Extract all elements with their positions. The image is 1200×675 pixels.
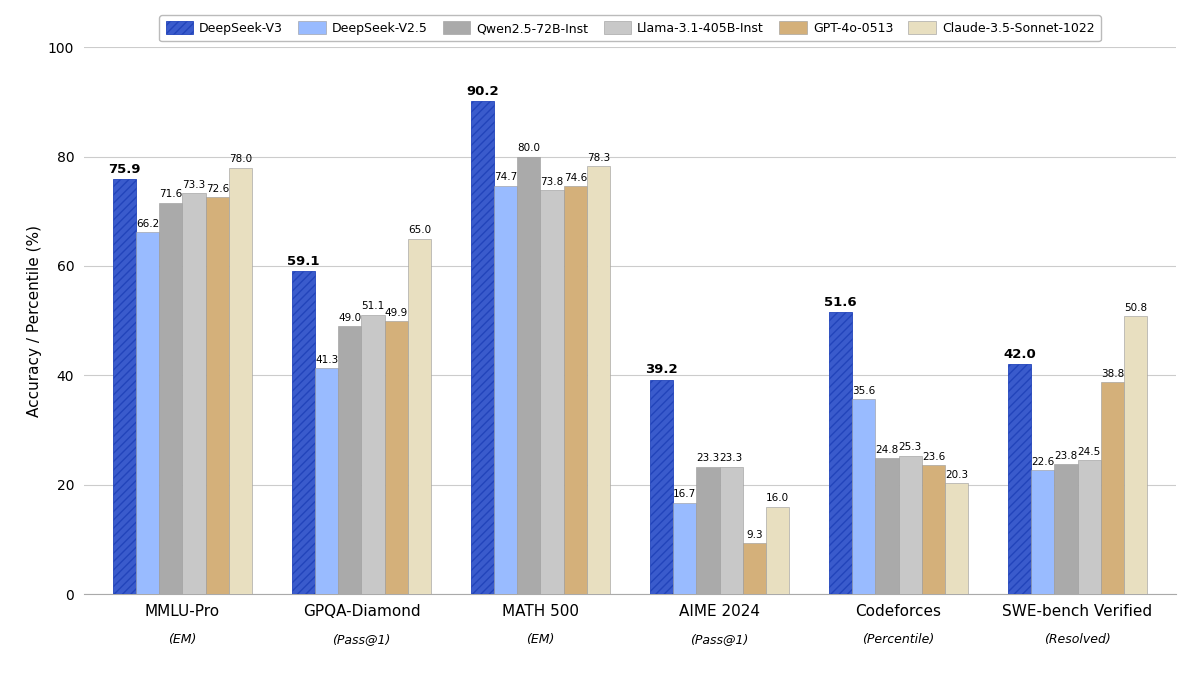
Bar	[922, 465, 946, 594]
Bar	[673, 503, 696, 594]
Text: 90.2: 90.2	[466, 84, 499, 98]
Bar	[494, 186, 517, 594]
Text: 51.1: 51.1	[361, 301, 385, 311]
Text: 41.3: 41.3	[314, 355, 338, 365]
Bar	[852, 400, 875, 594]
Text: 23.3: 23.3	[720, 454, 743, 463]
Bar	[587, 166, 611, 594]
Bar	[1124, 317, 1147, 594]
Text: (EM): (EM)	[168, 633, 197, 646]
Text: 59.1: 59.1	[287, 254, 319, 267]
Text: 71.6: 71.6	[160, 189, 182, 199]
Text: (EM): (EM)	[527, 633, 554, 646]
Text: (Pass@1): (Pass@1)	[332, 633, 391, 646]
Text: 23.3: 23.3	[696, 454, 720, 463]
Text: (Pass@1): (Pass@1)	[690, 633, 749, 646]
Bar	[517, 157, 540, 594]
Text: 16.7: 16.7	[673, 489, 696, 500]
Text: 42.0: 42.0	[1003, 348, 1036, 361]
Bar	[720, 466, 743, 594]
Legend: DeepSeek-V3, DeepSeek-V2.5, Qwen2.5-72B-Inst, Llama-3.1-405B-Inst, GPT-4o-0513, : DeepSeek-V3, DeepSeek-V2.5, Qwen2.5-72B-…	[160, 16, 1100, 41]
Text: 49.9: 49.9	[385, 308, 408, 318]
Text: 24.8: 24.8	[875, 445, 899, 455]
Text: 22.6: 22.6	[1031, 457, 1055, 467]
Bar	[229, 167, 252, 594]
Text: 9.3: 9.3	[746, 530, 763, 540]
Bar	[766, 506, 790, 594]
Text: 51.6: 51.6	[824, 296, 857, 308]
Bar	[540, 190, 564, 594]
Bar	[946, 483, 968, 594]
Bar	[829, 312, 852, 594]
Bar	[361, 315, 385, 594]
Text: 23.6: 23.6	[922, 452, 946, 462]
Bar	[292, 271, 314, 594]
Text: (Percentile): (Percentile)	[863, 633, 935, 646]
Bar	[564, 186, 587, 594]
Bar	[1055, 464, 1078, 594]
Bar	[338, 326, 361, 594]
Bar	[649, 379, 673, 594]
Text: 38.8: 38.8	[1100, 369, 1124, 379]
Text: 49.0: 49.0	[338, 313, 361, 323]
Bar	[743, 543, 766, 594]
Text: 72.6: 72.6	[205, 184, 229, 194]
Text: 75.9: 75.9	[108, 163, 140, 176]
Text: 73.8: 73.8	[540, 178, 564, 187]
Text: 16.0: 16.0	[766, 493, 790, 504]
Bar	[875, 458, 899, 594]
Text: 39.2: 39.2	[646, 363, 678, 377]
Text: 24.5: 24.5	[1078, 447, 1100, 457]
Bar	[1078, 460, 1100, 594]
Text: 78.3: 78.3	[587, 153, 611, 163]
Text: 35.6: 35.6	[852, 386, 875, 396]
Bar	[1008, 364, 1031, 594]
Bar	[160, 202, 182, 594]
Text: 80.0: 80.0	[517, 143, 540, 153]
Text: 78.0: 78.0	[229, 155, 252, 164]
Bar	[136, 232, 160, 594]
Text: 65.0: 65.0	[408, 225, 431, 236]
Bar	[1031, 470, 1055, 594]
Bar	[470, 101, 494, 594]
Text: 23.8: 23.8	[1055, 451, 1078, 460]
Text: 74.6: 74.6	[564, 173, 587, 183]
Bar	[314, 368, 338, 594]
Text: 73.3: 73.3	[182, 180, 205, 190]
Bar	[696, 466, 720, 594]
Text: (Resolved): (Resolved)	[1044, 633, 1111, 646]
Text: 74.7: 74.7	[494, 172, 517, 182]
Bar	[113, 179, 136, 594]
Bar	[408, 239, 431, 594]
Bar	[385, 321, 408, 594]
Text: 50.8: 50.8	[1124, 303, 1147, 313]
Y-axis label: Accuracy / Percentile (%): Accuracy / Percentile (%)	[28, 225, 42, 416]
Bar	[899, 456, 922, 594]
Text: 66.2: 66.2	[136, 219, 160, 229]
Bar	[205, 197, 229, 594]
Bar	[182, 193, 205, 594]
Bar	[1100, 382, 1124, 594]
Text: 25.3: 25.3	[899, 442, 922, 452]
Text: 20.3: 20.3	[946, 470, 968, 480]
